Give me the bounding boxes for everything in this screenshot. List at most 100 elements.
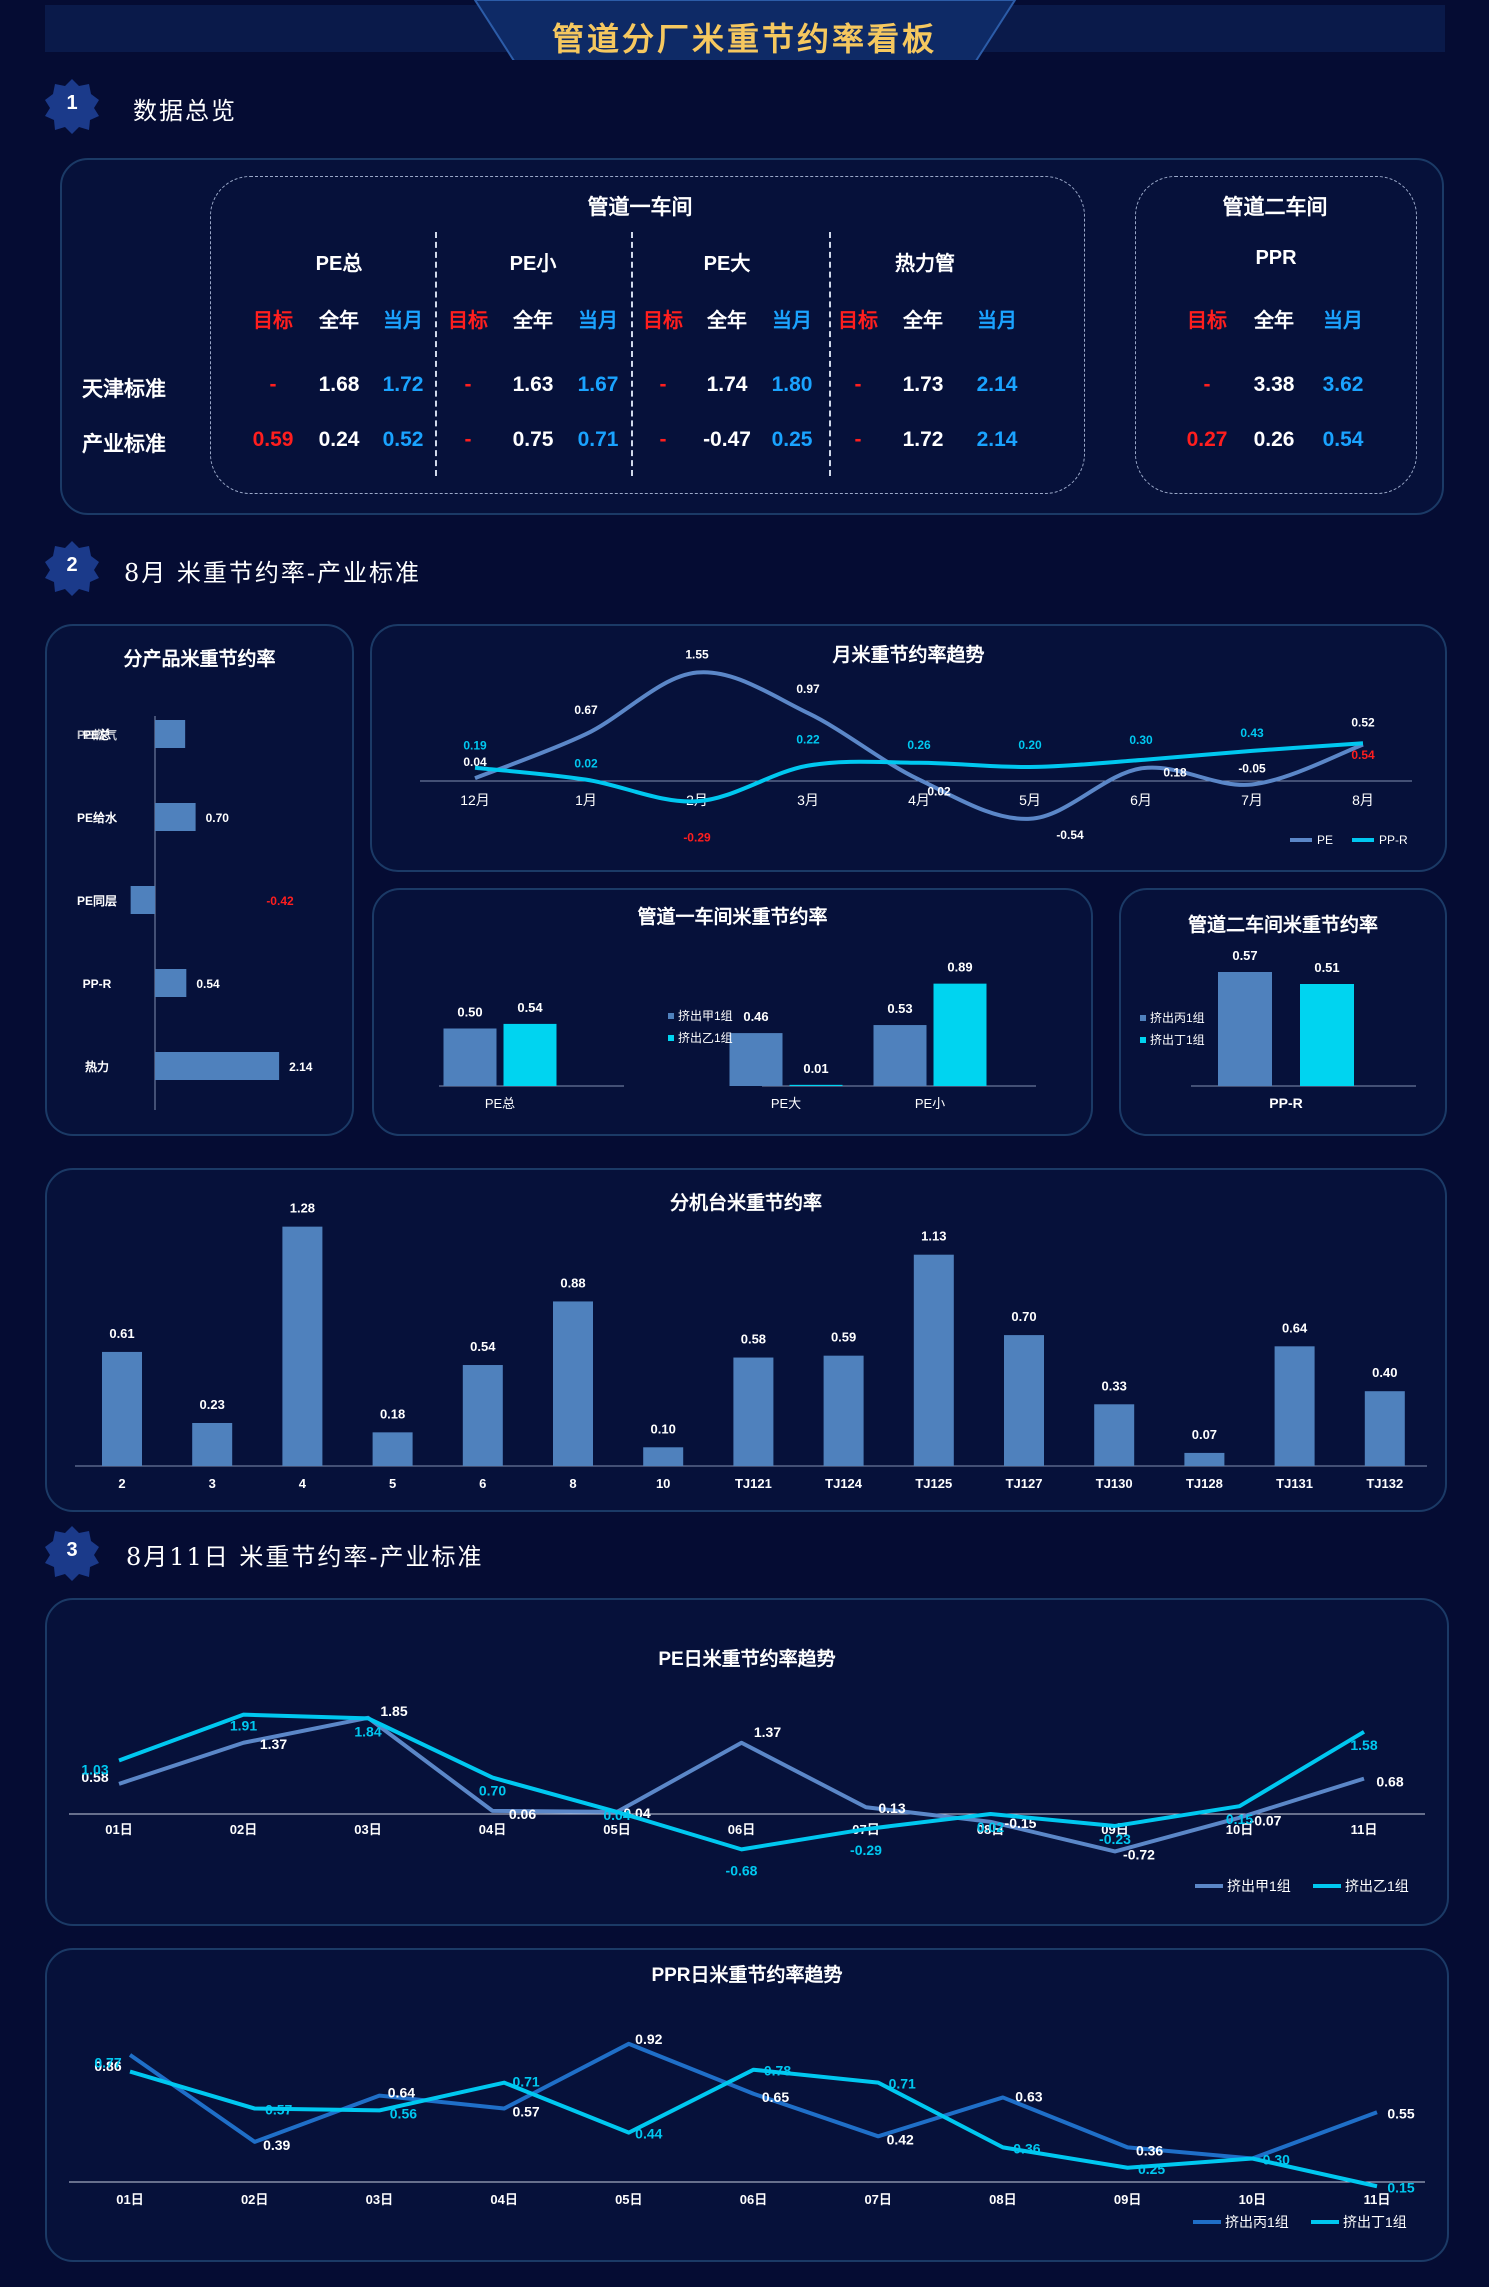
value-cell: - — [854, 373, 862, 396]
chart-title: PE日米重节约率趋势 — [658, 1649, 836, 1670]
value-cell: 1.74 — [706, 373, 748, 396]
data-label: 1.03 — [81, 1761, 108, 1777]
x-tick-label: 6月 — [1130, 792, 1152, 808]
bar — [372, 1432, 413, 1466]
row-label-tianjin: 天津标准 — [82, 378, 166, 401]
data-label: 0.23 — [200, 1397, 225, 1412]
data-label: 2.14 — [289, 1060, 313, 1074]
data-label: 0.55 — [1387, 2105, 1414, 2121]
x-tick-label: TJ124 — [825, 1476, 863, 1491]
data-label: 1.37 — [754, 1724, 781, 1740]
data-label: 0.39 — [263, 2137, 290, 2153]
x-tick-label: 07日 — [864, 2192, 891, 2207]
column-header: 全年 — [707, 310, 747, 332]
data-label: 0.10 — [651, 1421, 676, 1436]
column-header: 目标 — [1187, 310, 1227, 332]
value-cell: 0.59 — [252, 428, 294, 451]
monthly-chart-panel: 月米重节约率趋势 12月 1月 2月 3月 4月 5月 6月 7月 8月 0.04 0.67 1.55… — [370, 624, 1447, 872]
series-line — [474, 741, 1364, 804]
section-title: 数据总览 — [133, 97, 237, 125]
ppr-daily-chart-panel: PPR日米重节约率趋势 01日 02日 03日 04日 05日 06日 07日 08日 09日 1… — [45, 1948, 1449, 2262]
data-label: 0.02 — [977, 1819, 1004, 1835]
data-label: 0.25 — [1138, 2161, 1165, 2177]
data-label: 0.26 — [907, 738, 931, 752]
group-name: PPR — [1255, 247, 1297, 269]
data-label: -0.54 — [1056, 828, 1084, 842]
x-tick-label: 1月 — [575, 792, 597, 808]
x-tick-label: TJ125 — [915, 1476, 952, 1491]
bar — [729, 1033, 783, 1086]
bar — [462, 1365, 503, 1466]
data-label: 0.19 — [463, 739, 487, 753]
data-label: 0.18 — [1163, 765, 1187, 779]
data-label: 0.89 — [947, 960, 972, 975]
bar — [1300, 984, 1354, 1086]
data-label: 0.15 — [1387, 2179, 1414, 2195]
x-tick-label: 3月 — [797, 792, 819, 808]
data-label: 1.37 — [260, 1736, 287, 1752]
value-cell: 0.26 — [1253, 428, 1295, 451]
x-tick-label: 09日 — [1114, 2192, 1141, 2207]
data-label: 0.88 — [560, 1275, 585, 1290]
bar — [503, 1023, 557, 1086]
column-header: 全年 — [1254, 310, 1294, 332]
machine-bar-chart: 0.61 2 0.23 3 1.28 4 0.18 5 0.54 6 0.88 8 0.10 10 0.58… — [75, 1201, 1427, 1491]
data-label: 0.70 — [1011, 1309, 1036, 1324]
x-tick-label: PE大 — [771, 1096, 801, 1111]
column-header: 全年 — [319, 310, 359, 332]
data-label: 0.40 — [1372, 1365, 1397, 1380]
x-tick-label: PP-R — [1269, 1095, 1302, 1111]
x-tick-label: 05日 — [615, 2192, 642, 2207]
value-cell: -0.47 — [703, 428, 751, 451]
data-label: 1.58 — [1350, 1737, 1377, 1753]
column-header: 全年 — [903, 310, 943, 332]
x-tick-label: 02日 — [230, 1822, 257, 1837]
data-label: 0.64 — [1282, 1320, 1308, 1335]
data-label: 0.46 — [743, 1009, 768, 1024]
data-label: 0.92 — [635, 2031, 662, 2047]
series-line — [474, 670, 1364, 821]
data-label: 0.07 — [1192, 1427, 1217, 1442]
section-number: 1 — [66, 92, 78, 114]
x-tick-label: 7月 — [1241, 792, 1263, 808]
x-tick-label: PE小 — [915, 1096, 945, 1111]
category-label: PE总 — [83, 727, 111, 742]
value-cell: 0.75 — [512, 428, 554, 451]
x-tick-label: 04日 — [490, 2192, 517, 2207]
data-label: -0.07 — [1250, 1813, 1282, 1829]
pe-daily-line-chart: 01日 02日 03日 04日 05日 06日 07日 08日 09日 10日 11日0.581.3… — [69, 1703, 1425, 1894]
value-cell: 0.24 — [318, 428, 360, 451]
bar — [102, 1351, 142, 1466]
data-label: -0.29 — [683, 830, 711, 844]
row-label-industry: 产业标准 — [82, 433, 166, 456]
category-label: 热力 — [85, 1059, 109, 1074]
data-label: 0.36 — [1013, 2140, 1040, 2156]
data-label: 0.01 — [803, 1061, 828, 1076]
column-header: 当月 — [977, 310, 1017, 332]
x-tick-label: TJ131 — [1276, 1476, 1313, 1491]
data-label: 0.56 — [390, 2105, 417, 2121]
legend-label: 挤出乙1组 — [678, 1030, 733, 1045]
divider — [829, 232, 831, 476]
bar — [873, 1025, 927, 1086]
column-header: 目标 — [643, 310, 683, 332]
data-label: 0.65 — [762, 2089, 789, 2105]
x-tick-label: 3 — [209, 1476, 216, 1491]
legend-label: PE — [1317, 833, 1333, 847]
column-header: 当月 — [383, 310, 423, 332]
x-tick-label: 4 — [299, 1476, 307, 1491]
x-tick-label: 10日 — [1239, 2192, 1266, 2207]
data-label: 0.67 — [574, 703, 598, 717]
workshop2-box — [1135, 176, 1417, 494]
series-line — [128, 2041, 1378, 2161]
bar — [933, 983, 987, 1086]
data-label: 0.36 — [1136, 2142, 1163, 2158]
x-tick-label: 08日 — [977, 1822, 1004, 1837]
data-label: 0.18 — [380, 1406, 405, 1421]
bar — [733, 1357, 774, 1466]
value-cell: 3.38 — [1253, 373, 1295, 396]
column-header: 当月 — [578, 310, 618, 332]
x-tick-label: TJ130 — [1096, 1476, 1133, 1491]
x-tick-label: 03日 — [366, 2192, 393, 2207]
